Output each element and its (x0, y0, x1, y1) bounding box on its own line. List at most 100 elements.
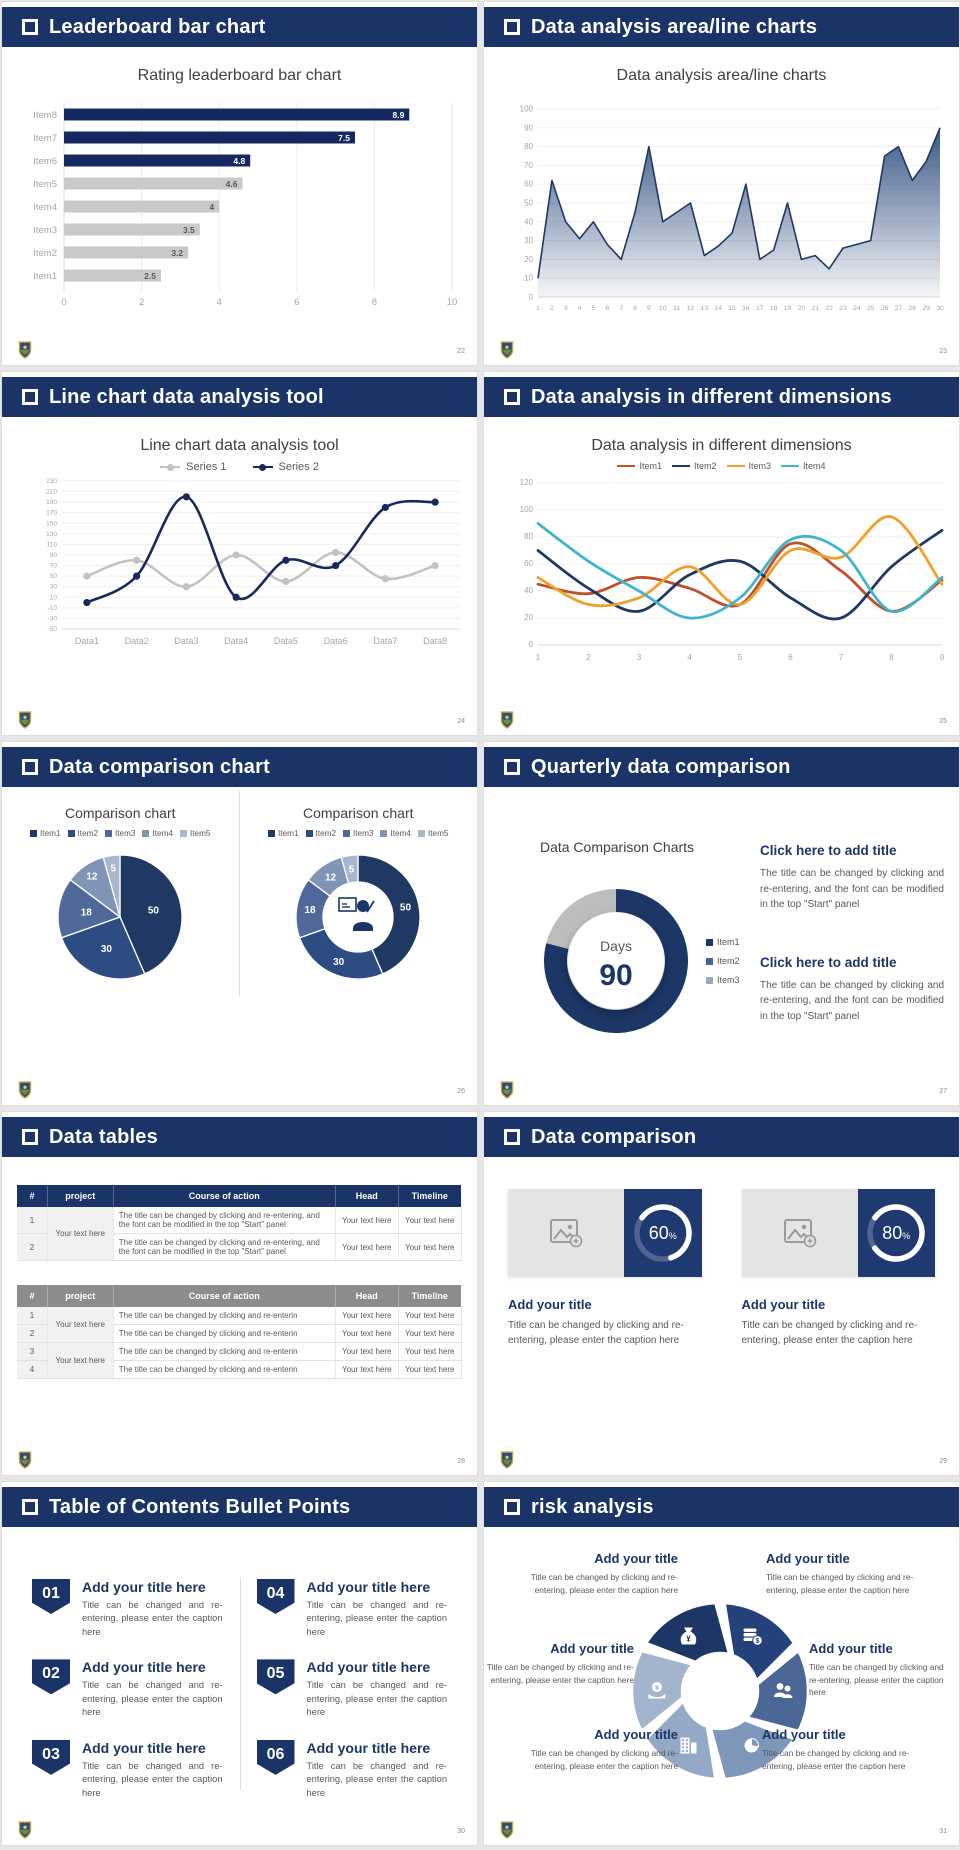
svg-text:21: 21 (811, 305, 819, 312)
slide-footer: 24 (2, 707, 477, 729)
svg-text:230: 230 (46, 478, 57, 485)
svg-text:10: 10 (49, 594, 57, 601)
slide-header-title: Data analysis area/line charts (531, 15, 818, 38)
page-number: 24 (457, 718, 465, 725)
legend-item: Item3 (726, 461, 771, 471)
svg-text:Data3: Data3 (174, 636, 198, 646)
page-number: 23 (939, 348, 947, 355)
image-placeholder[interactable] (741, 1189, 858, 1277)
slide-data-comparison-progress[interactable]: Data comparison 60% Add your title T (483, 1111, 960, 1476)
slide-area-line-charts[interactable]: Data analysis area/line charts Data anal… (483, 1, 960, 366)
slide-risk-analysis[interactable]: risk analysis $ ¥ ¥ Add your title Title ca… (483, 1481, 960, 1846)
legend-swatch-icon (268, 830, 276, 837)
svg-text:30: 30 (936, 305, 944, 312)
svg-text:80: 80 (524, 142, 533, 151)
slide-footer: 26 (2, 1077, 477, 1099)
slide-header-title: Line chart data analysis tool (49, 385, 324, 408)
slide-header-title: Data comparison chart (49, 755, 270, 778)
svg-text:17: 17 (756, 305, 764, 312)
svg-text:13: 13 (700, 305, 708, 312)
item2-marker-icon (671, 464, 690, 468)
svg-text:0: 0 (528, 640, 533, 649)
block-body: The title can be changed by clicking and… (760, 868, 944, 910)
university-crest-logo (500, 711, 514, 729)
svg-text:-30: -30 (47, 615, 57, 622)
svg-text:3.5: 3.5 (182, 225, 194, 235)
svg-text:4.6: 4.6 (225, 179, 237, 189)
slide-header-title: Data tables (49, 1125, 158, 1148)
image-placeholder-icon (783, 1219, 816, 1248)
legend-swatch-icon (142, 830, 150, 837)
image-placeholder[interactable] (508, 1189, 624, 1277)
square-bullet-icon (504, 1499, 520, 1515)
toc-column-left: 01 Add your title here Title can be chang… (32, 1579, 223, 1820)
progress-value: 60% (648, 1222, 677, 1243)
svg-text:70: 70 (49, 563, 57, 570)
square-bullet-icon (22, 1129, 38, 1145)
svg-text:Data8: Data8 (423, 636, 447, 646)
presenter-icon (338, 897, 376, 931)
svg-text:210: 210 (46, 489, 57, 496)
risk-label-block: Add your title Title can be changed by cl… (484, 1641, 634, 1686)
svg-text:4: 4 (577, 305, 581, 312)
slide-data-comparison-chart[interactable]: Data comparison chart Comparison chart I… (1, 741, 478, 1106)
svg-text:4: 4 (687, 653, 692, 662)
toc-number-badge: 05 (256, 1659, 295, 1695)
toc-item[interactable]: 03 Add your title here Title can be chang… (32, 1739, 223, 1800)
toc-item[interactable]: 04 Add your title here Title can be chang… (256, 1579, 447, 1639)
slide-quarterly-comparison[interactable]: Quarterly data comparison Data Compariso… (483, 741, 960, 1106)
svg-text:100: 100 (519, 105, 533, 114)
toc-item[interactable]: 06 Add your title here Title can be chang… (256, 1739, 447, 1800)
svg-text:8.9: 8.9 (392, 110, 404, 120)
slide-footer: 25 (484, 707, 959, 729)
slide-table-of-contents[interactable]: Table of Contents Bullet Points 01 Add y… (1, 1481, 478, 1846)
svg-text:8: 8 (889, 653, 894, 662)
svg-text:Item2: Item2 (33, 248, 57, 259)
svg-text:Data6: Data6 (323, 636, 347, 646)
svg-text:50: 50 (400, 903, 412, 914)
svg-text:29: 29 (922, 305, 930, 312)
toc-item[interactable]: 02 Add your title here Title can be chang… (32, 1659, 223, 1719)
toc-item[interactable]: 01 Add your title here Title can be chang… (32, 1579, 223, 1639)
legend-swatch-icon (417, 830, 425, 837)
svg-text:60: 60 (524, 180, 533, 189)
page-number: 27 (939, 1088, 947, 1095)
svg-text:4: 4 (209, 202, 214, 212)
svg-text:Data7: Data7 (373, 636, 397, 646)
svg-text:¥: ¥ (686, 1634, 691, 1643)
coins-icon: $ (743, 1628, 763, 1646)
risk-title: Add your title (809, 1641, 893, 1656)
svg-text:190: 190 (46, 499, 57, 506)
slide-header: Data tables (2, 1117, 477, 1157)
block-title: Click here to add title (760, 954, 897, 970)
toc-title: Add your title here (82, 1579, 206, 1595)
series1-marker-icon (160, 463, 181, 471)
chart-title: Data Comparison Charts (539, 839, 695, 855)
chart-title: Comparison chart (303, 805, 414, 821)
svg-text:12: 12 (87, 872, 99, 883)
slide-line-chart-tool[interactable]: Line chart data analysis tool Line chart… (1, 371, 478, 736)
slide-footer: 29 (484, 1447, 959, 1469)
hand-coin-icon (630, 1649, 696, 1733)
risk-title: Add your title (766, 1551, 850, 1566)
toc-title: Add your title here (306, 1739, 431, 1756)
chart-legend: Item1 Item2 Item3 Item4 Item5 (240, 829, 478, 838)
slide-data-tables[interactable]: Data tables # project Course of action Head… (1, 1111, 478, 1476)
slide-header: Line chart data analysis tool (2, 377, 477, 417)
svg-text:3: 3 (636, 653, 641, 662)
item4-marker-icon (781, 464, 800, 468)
slide-dimension-analysis[interactable]: Data analysis in different dimensions Da… (483, 371, 960, 736)
slide-header-title: Table of Contents Bullet Points (49, 1495, 351, 1518)
svg-text:18: 18 (305, 905, 317, 916)
column-divider (239, 1577, 241, 1791)
legend-swatch-icon (706, 957, 713, 965)
svg-text:50: 50 (49, 573, 57, 580)
slide-footer: 31 (484, 1817, 959, 1839)
toc-title: Add your title here (82, 1659, 206, 1676)
slide-leaderboard-bar-chart[interactable]: Leaderboard bar chart Rating leaderboard… (1, 1, 478, 366)
toc-item[interactable]: 05 Add your title here Title can be chang… (256, 1659, 447, 1719)
svg-text:Data5: Data5 (273, 636, 297, 646)
svg-text:2: 2 (586, 653, 591, 662)
svg-text:4.8: 4.8 (233, 156, 245, 166)
